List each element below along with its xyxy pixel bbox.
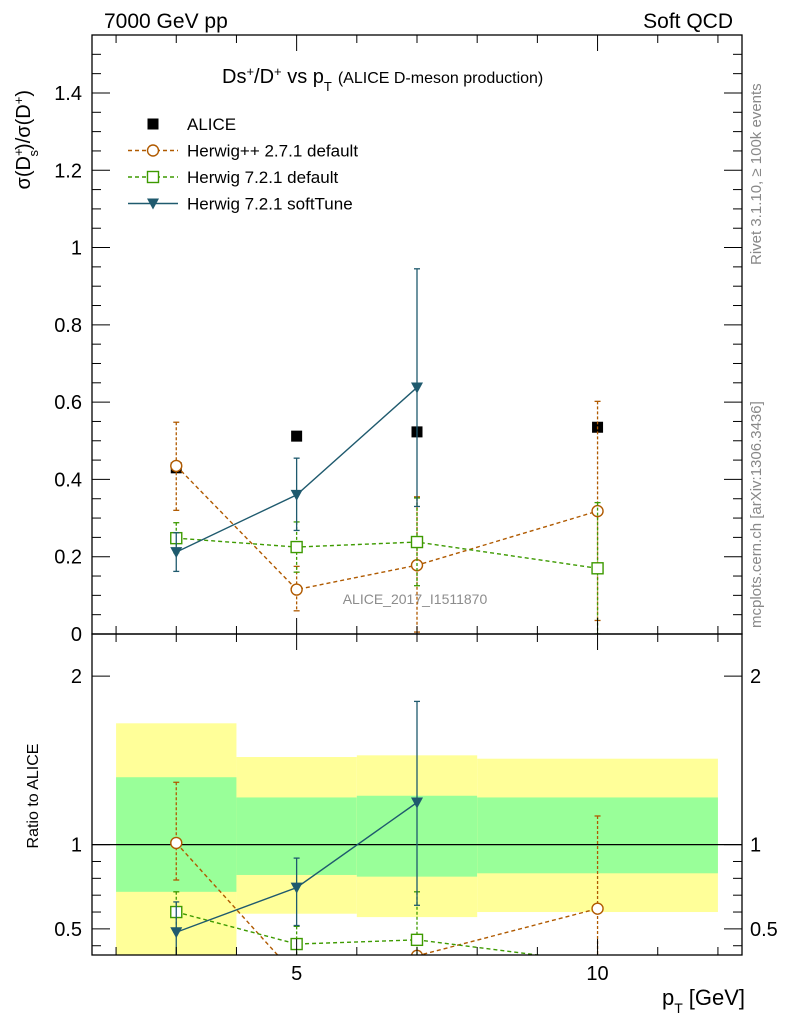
y-tick-label: 0: [71, 624, 82, 646]
data-point-herwig-2-7-1-default: [290, 583, 303, 596]
data-point-herwig-7-2-1-default: [410, 933, 424, 947]
series-line-herwig-2-7-1-default: [175, 465, 598, 591]
ratio-y-tick-label-right: 0.5: [750, 919, 778, 941]
y-tick-label: 0.4: [54, 469, 82, 491]
category-label: Soft QCD: [643, 10, 733, 33]
legend-entry-herwig-7-2-1-default: Herwig 7.2.1 default: [128, 168, 338, 187]
series-herwig-7-2-1-softtune: [170, 268, 423, 573]
legend-marker-herwig-7-2-1-softtune: [147, 198, 159, 210]
data-point-herwig-2-7-1-default: [170, 459, 183, 473]
plot-title: Ds+/D+ vs pT (ALICE D-meson production): [222, 64, 543, 94]
legend-marker-herwig-2-7-1-default: [146, 144, 160, 157]
y-tick-label: 1.4: [54, 83, 82, 105]
y-tick-label: 0.8: [54, 315, 82, 337]
energy-label: 7000 GeV pp: [104, 10, 228, 33]
series-alice: [170, 421, 604, 474]
data-point-herwig-7-2-1-default: [290, 540, 303, 554]
analysis-watermark: ALICE_2017_I1511870: [343, 591, 488, 607]
legend-entry-alice: ALICE: [147, 115, 236, 134]
ratio-y-tick-label-right: 2: [750, 666, 761, 688]
y-axis-label-ratio: Ratio to ALICE: [25, 744, 42, 849]
data-point-herwig-2-7-1-default: [591, 902, 604, 915]
legend-marker-alice: [147, 118, 159, 130]
data-point-herwig-7-2-1-default: [410, 535, 424, 549]
uncertainty-band-green: [477, 797, 718, 874]
legend-label-herwig-7-2-1-softtune: Herwig 7.2.1 softTune: [187, 195, 353, 214]
rivet-label: Rivet 3.1.10, ≥ 100k events: [748, 83, 765, 265]
data-point-herwig-7-2-1-softtune: [411, 382, 423, 394]
axes: 5 10 0 0.2 0.4 0.6 0.8 1 1.2 1.4 0.5 0.5 1 1 2 2: [54, 34, 778, 985]
ratio-y-tick-label-left: 0.5: [54, 919, 82, 941]
legend-label-herwig-7-2-1-default: Herwig 7.2.1 default: [187, 168, 338, 187]
data-point-herwig-2-7-1-default: [591, 504, 604, 518]
y-tick-label: 1.2: [54, 160, 82, 182]
x-axis-label: pT [GeV]: [662, 985, 745, 1016]
ratio-y-tick-label-right: 1: [750, 835, 761, 857]
ratio-y-tick-label-left: 1: [71, 835, 82, 857]
legend-label-alice: ALICE: [187, 115, 236, 134]
legend-label-herwig-2-7-1-default: Herwig++ 2.7.1 default: [187, 142, 358, 161]
series-herwig-7-2-1-default: [170, 497, 604, 634]
ratio-plot-series: [170, 700, 604, 955]
y-tick-label: 0.2: [54, 547, 82, 569]
data-point-herwig-7-2-1-default: [591, 562, 604, 575]
series-line-herwig-2-7-1-default: [175, 842, 598, 955]
series-line-herwig-7-2-1-default: [176, 911, 543, 955]
legend-entry-herwig-2-7-1-default: Herwig++ 2.7.1 default: [128, 142, 358, 161]
y-axis-label-top: σ(D+s)/σ(D+): [11, 90, 41, 189]
data-point-herwig-7-2-1-softtune: [170, 547, 183, 559]
y-tick-label: 1: [71, 238, 82, 260]
data-point-herwig-7-2-1-softtune: [170, 927, 183, 939]
legend-marker-herwig-7-2-1-default: [146, 170, 160, 184]
data-point-herwig-7-2-1-softtune: [411, 797, 423, 809]
data-point-herwig-7-2-1-softtune: [290, 882, 303, 894]
main-plot-series: [170, 268, 604, 634]
data-point-alice: [291, 430, 303, 442]
legend-entry-herwig-7-2-1-softtune: Herwig 7.2.1 softTune: [128, 195, 353, 214]
y-tick-label: 0.6: [54, 392, 82, 414]
data-point-herwig-7-2-1-softtune: [290, 489, 303, 501]
ratio-y-tick-label-left: 2: [71, 666, 82, 688]
x-tick-label: 5: [291, 963, 302, 985]
mcplots-label: mcplots.cern.ch [arXiv:1306.3436]: [748, 401, 765, 628]
legend: ALICE Herwig++ 2.7.1 default Herwig 7.2.1 …: [128, 115, 358, 214]
x-tick-label: 10: [586, 963, 608, 985]
data-point-herwig-2-7-1-default: [170, 836, 183, 850]
series-line-herwig-7-2-1-default: [176, 537, 598, 569]
